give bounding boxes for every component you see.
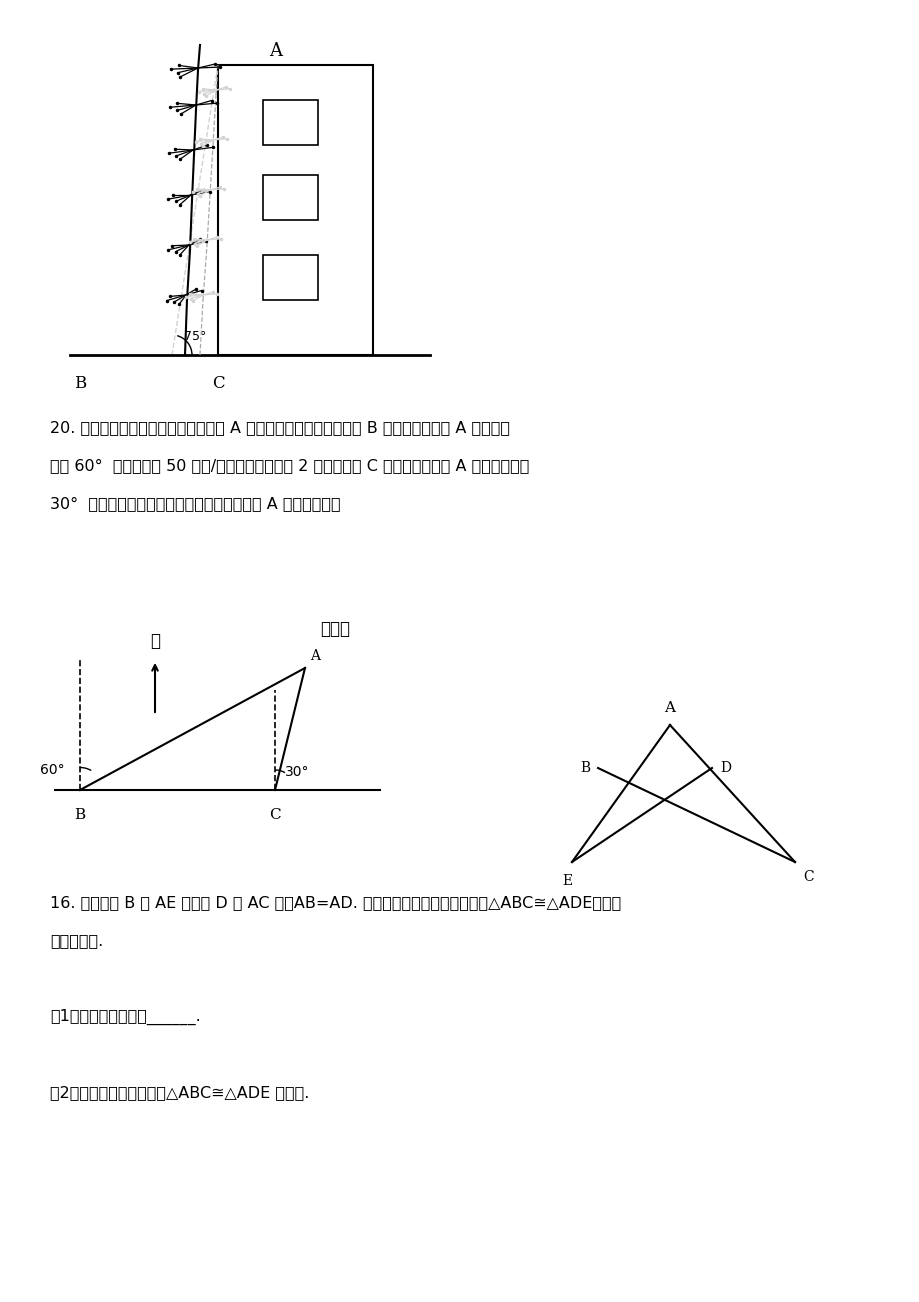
- Bar: [218, 65, 372, 355]
- Text: 添加一个）.: 添加一个）.: [50, 934, 103, 948]
- Text: 75°: 75°: [184, 331, 206, 344]
- Text: D: D: [720, 760, 731, 775]
- Text: C: C: [269, 809, 280, 822]
- Text: 60°: 60°: [40, 763, 64, 777]
- Text: A: A: [310, 648, 320, 663]
- Text: B: B: [579, 760, 589, 775]
- Text: 钓鱼岛: 钓鱼岛: [320, 620, 349, 638]
- Text: 北: 北: [150, 631, 160, 650]
- Bar: [263, 255, 318, 299]
- Text: 16. 如图，点 B 在 AE 上，点 D 在 AC 上，AB=AD. 请你添加一个适当的条件，使△ABC≅△ADE（只能: 16. 如图，点 B 在 AE 上，点 D 在 AC 上，AB=AD. 请你添加…: [50, 894, 620, 910]
- Text: 30°: 30°: [285, 766, 309, 779]
- Text: A: A: [664, 700, 675, 715]
- Text: 30°  方向．请问船继续航行多少海里与钓鱼岛 A 的距离最近？: 30° 方向．请问船继续航行多少海里与钓鱼岛 A 的距离最近？: [50, 496, 340, 510]
- Bar: [263, 174, 318, 220]
- Text: B: B: [74, 375, 86, 392]
- Text: E: E: [562, 874, 572, 888]
- Text: A: A: [268, 42, 282, 60]
- Text: （1）你添加的条件是______.: （1）你添加的条件是______.: [50, 1009, 200, 1025]
- Text: 偏东 60°  方向，船以 50 海里/时的速度继续航行 2 小时后到达 C 点，此时钓鱼岛 A 在船的北偏东: 偏东 60° 方向，船以 50 海里/时的速度继续航行 2 小时后到达 C 点，…: [50, 458, 528, 473]
- Text: B: B: [74, 809, 85, 822]
- Text: 20. 如图，我国的一艘海监船在钓鱼岛 A 附近沿正东方向航行，船在 B 点时测得钓鱼岛 A 在船的北: 20. 如图，我国的一艘海监船在钓鱼岛 A 附近沿正东方向航行，船在 B 点时测…: [50, 421, 509, 435]
- Bar: [263, 100, 318, 145]
- Text: C: C: [211, 375, 224, 392]
- Text: C: C: [802, 870, 812, 884]
- Text: （2）添加条件后，请说明△ABC≅△ADE 的理由.: （2）添加条件后，请说明△ABC≅△ADE 的理由.: [50, 1085, 309, 1100]
